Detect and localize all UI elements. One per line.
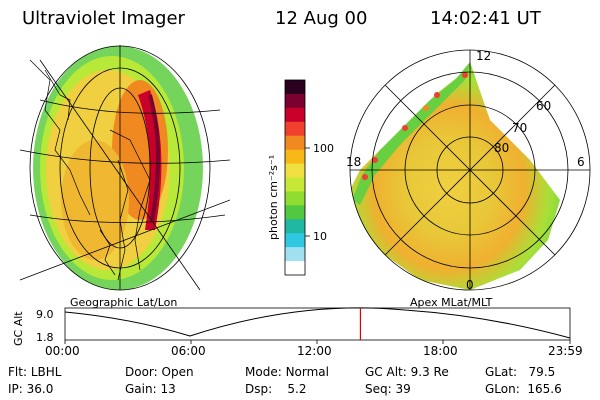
timeline-y-axis-label: GC Alt (12, 311, 25, 346)
timeline-x-tick: 06:00 (171, 344, 206, 358)
status-mode: Mode: Normal (245, 365, 329, 379)
status-glon: GLon: 165.6 (485, 382, 562, 396)
colorbar-band (285, 121, 305, 137)
colorbar-band (285, 80, 305, 95)
colorbar-unit-label: photon cm⁻²s⁻¹ (267, 155, 280, 240)
mlt-label-0: 0 (466, 278, 474, 292)
timeline-x-tick: 00:00 (45, 344, 80, 358)
lat-label-70: 70 (512, 121, 527, 135)
colorbar-band (285, 107, 305, 123)
mlt-label-12: 12 (476, 49, 491, 63)
colorbar-band (285, 93, 305, 109)
mlt-label-6: 6 (577, 155, 585, 169)
colorbar-band (285, 191, 305, 206)
geo-label: Geographic Lat/Lon (70, 296, 177, 309)
timeline-plot (64, 307, 571, 344)
status-filter: Flt: LBHL (8, 365, 62, 379)
colorbar-band (285, 177, 305, 192)
status-glat: GLat: 79.5 (485, 365, 556, 379)
status-dsp: Dsp: 5.2 (245, 382, 307, 396)
colorbar-tick-10: 10 (313, 230, 327, 243)
instrument-title: Ultraviolet Imager (22, 8, 185, 29)
colorbar-band (285, 219, 305, 234)
geo-image (19, 45, 230, 291)
mlt-label-18: 18 (346, 155, 361, 169)
timeline-y-tick-low: 1.8 (36, 331, 54, 344)
date-label: 12 Aug 00 (275, 8, 368, 29)
colorbar-band (285, 247, 305, 262)
timeline-x-tick: 23:59 (548, 344, 583, 358)
colorbar (285, 80, 305, 276)
timeline-y-tick-high: 9.0 (36, 308, 54, 321)
colorbar-band (285, 205, 305, 220)
lat-label-80: 80 (494, 141, 509, 155)
colorbar-band (285, 163, 305, 178)
status-ip: IP: 36.0 (8, 382, 54, 396)
polar-grid (349, 49, 591, 291)
colorbar-band (285, 261, 305, 276)
colorbar-band (285, 149, 305, 165)
timeline-x-tick: 18:00 (423, 344, 458, 358)
timeline-x-tick: 12:00 (297, 344, 332, 358)
status-gc-alt: GC Alt: 9.3 Re (365, 365, 449, 379)
status-door: Door: Open (125, 365, 194, 379)
time-label: 14:02:41 UT (430, 8, 541, 29)
colorbar-band (285, 135, 305, 151)
colorbar-band (285, 233, 305, 248)
lat-label-60: 60 (536, 99, 551, 113)
status-seq: Seq: 39 (365, 382, 411, 396)
status-gain: Gain: 13 (125, 382, 176, 396)
polar-label: Apex MLat/MLT (410, 296, 493, 309)
colorbar-tick-100: 100 (313, 142, 334, 155)
